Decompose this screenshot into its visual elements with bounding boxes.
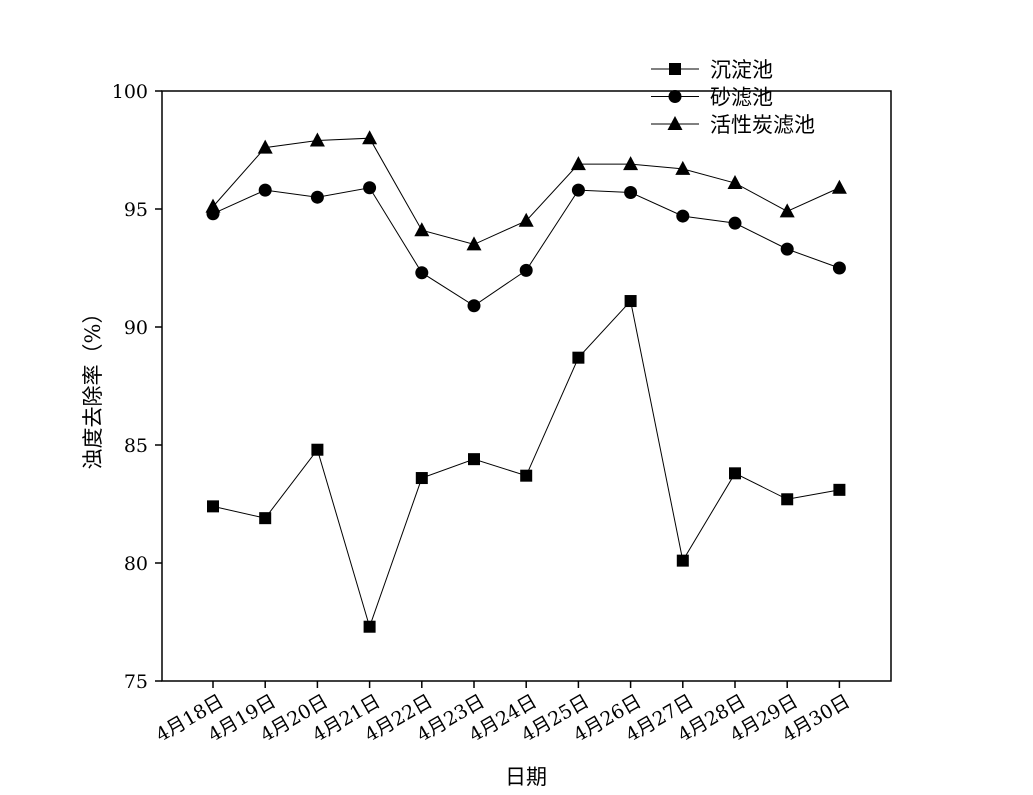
data-point [414,222,430,237]
data-point [832,261,846,275]
data-point [624,185,638,199]
series-layer [205,130,847,633]
y-tick-label: 90 [124,317,148,339]
data-point [729,467,741,480]
data-point [363,620,376,633]
data-point [520,469,533,482]
plot-frame [161,90,892,682]
data-point [676,554,689,567]
data-point [311,443,324,456]
data-point [780,242,794,256]
data-point [310,190,324,204]
series-2 [205,130,847,251]
data-point [259,512,272,525]
legend-item: 沉淀池 [651,58,773,82]
data-point [468,453,480,466]
series-1 [206,181,846,313]
y-tick-label: 100 [112,81,148,103]
x-axis-title: 日期 [505,765,547,789]
data-point [519,263,533,277]
data-point [415,266,429,280]
data-point [466,236,482,251]
data-point [727,175,743,190]
x-axis: 4月18日4月19日4月20日4月21日4月22日4月23日4月24日4月25日… [152,681,854,746]
y-tick-label: 85 [124,435,148,457]
legend-item: 砂滤池 [651,86,773,110]
legend-label: 沉淀池 [710,58,773,82]
legend-item: 活性炭滤池 [651,113,815,137]
data-point [675,160,691,175]
data-point [362,130,378,145]
y-axis-title: 浊度去除率（%） [81,303,105,470]
data-point [571,183,585,197]
data-point [781,493,794,506]
data-point [415,472,428,485]
data-point [363,181,377,195]
data-point [676,209,690,223]
data-point [257,139,273,154]
series-0 [207,295,846,633]
data-point [570,156,586,171]
data-point [831,179,847,194]
y-tick-label: 95 [124,199,148,221]
legend-label: 活性炭滤池 [710,113,815,137]
data-point [309,132,325,147]
legend-marker [669,63,681,75]
data-point [728,216,742,230]
data-point [623,156,639,171]
series-line [212,299,840,629]
legend-label: 砂滤池 [710,86,773,110]
data-point [779,203,795,218]
data-point [833,483,846,496]
data-point [207,500,219,513]
legend-marker [668,90,682,103]
y-tick-label: 75 [124,671,148,693]
data-point [572,351,585,364]
y-axis: 75 80 85 90 95 100 [112,81,162,693]
y-tick-label: 80 [124,553,148,575]
series-line [212,187,840,307]
data-point [205,198,221,213]
legend-marker [667,116,683,130]
data-point [624,295,637,308]
data-point [518,212,534,227]
data-point [258,183,272,197]
data-point [467,299,481,313]
